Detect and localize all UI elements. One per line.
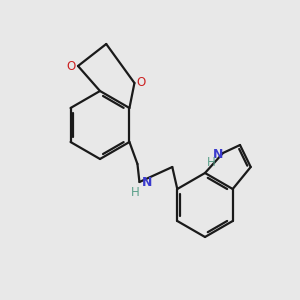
Text: H: H bbox=[207, 157, 215, 169]
Text: O: O bbox=[137, 76, 146, 89]
Text: N: N bbox=[213, 148, 223, 161]
Text: O: O bbox=[66, 59, 76, 73]
Text: N: N bbox=[142, 176, 153, 188]
Text: H: H bbox=[131, 185, 140, 199]
